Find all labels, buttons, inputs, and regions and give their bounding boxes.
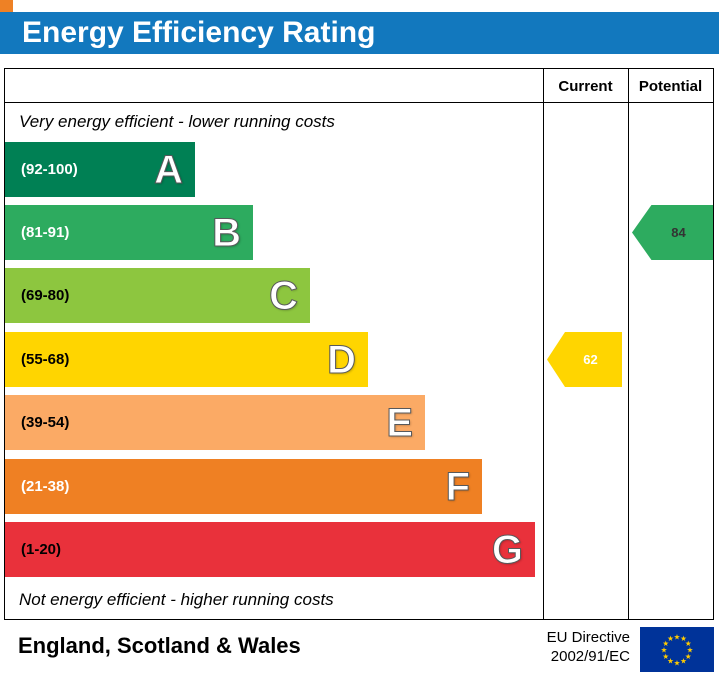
svg-text:★: ★: [662, 652, 669, 661]
potential-rating-value: 84: [671, 225, 686, 240]
band-f-range: (21-38): [21, 478, 70, 495]
svg-text:★: ★: [685, 639, 692, 648]
svg-text:★: ★: [680, 634, 687, 643]
current-rating-value: 62: [583, 352, 598, 367]
eu-directive-line2: 2002/91/EC: [550, 648, 630, 665]
footer-region-label: England, Scotland & Wales: [18, 633, 301, 658]
eu-directive-text: EU Directive 2002/91/EC: [440, 628, 630, 666]
band-c: (69-80) C: [5, 268, 310, 323]
band-g-letter: G: [491, 527, 523, 572]
chart-header-row: [5, 69, 713, 103]
eu-flag: ★ ★ ★ ★ ★ ★ ★ ★ ★ ★ ★ ★: [640, 627, 714, 672]
epc-chart: Current Potential Very energy efficient …: [4, 68, 714, 620]
eu-flag-icon: ★ ★ ★ ★ ★ ★ ★ ★ ★ ★ ★ ★: [640, 627, 714, 672]
band-f-letter: F: [445, 464, 470, 509]
svg-text:★: ★: [685, 652, 692, 661]
potential-column: [628, 69, 713, 619]
band-b-range: (81-91): [21, 224, 70, 241]
band-e: (39-54) E: [5, 395, 425, 450]
potential-rating-arrow: 84: [632, 205, 713, 260]
svg-text:★: ★: [667, 657, 674, 666]
corner-accent: [0, 0, 13, 13]
current-column: [543, 69, 628, 619]
current-rating-arrow: 62: [547, 332, 622, 387]
band-f: (21-38) F: [5, 459, 482, 514]
page-title: Energy Efficiency Rating: [22, 16, 376, 49]
potential-column-header: Potential: [638, 77, 703, 95]
band-e-letter: E: [386, 400, 414, 445]
band-d-range: (55-68): [21, 351, 70, 368]
svg-text:★: ★: [667, 634, 674, 643]
current-column-header: Current: [558, 77, 613, 95]
band-g: (1-20) G: [5, 522, 535, 577]
band-c-letter: C: [269, 273, 299, 318]
band-a-letter: A: [154, 147, 184, 192]
band-b: (81-91) B: [5, 205, 253, 260]
band-a-range: (92-100): [21, 161, 78, 178]
header-banner: Energy Efficiency Rating: [0, 12, 719, 54]
band-g-range: (1-20): [21, 541, 62, 558]
band-b-letter: B: [212, 210, 242, 255]
svg-text:★: ★: [661, 645, 668, 654]
svg-text:★: ★: [674, 658, 681, 667]
svg-text:★: ★: [680, 657, 687, 666]
svg-text:★: ★: [687, 645, 694, 654]
eu-directive-line1: EU Directive: [546, 629, 630, 646]
band-d: (55-68) D: [5, 332, 368, 387]
top-note: Very energy efficient - lower running co…: [19, 112, 335, 131]
svg-text:★: ★: [662, 639, 669, 648]
bottom-note: Not energy efficient - higher running co…: [19, 590, 334, 609]
svg-text:★: ★: [674, 632, 681, 641]
band-c-range: (69-80): [21, 287, 70, 304]
band-a: (92-100) A: [5, 142, 195, 197]
band-d-letter: D: [327, 337, 357, 382]
band-e-range: (39-54): [21, 414, 70, 431]
